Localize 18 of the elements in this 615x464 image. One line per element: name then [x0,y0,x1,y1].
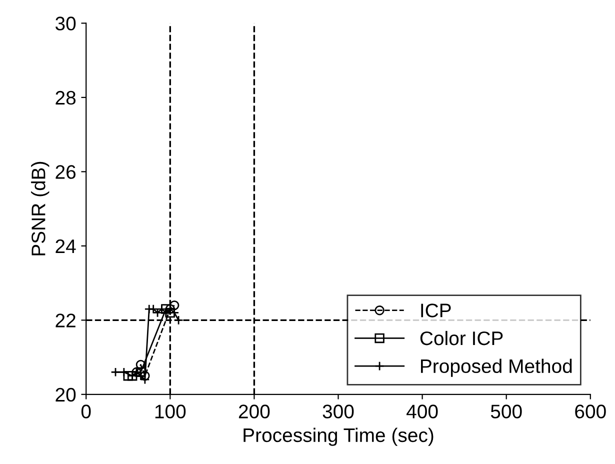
x-tick-label: 500 [490,404,522,418]
x-tick-label: 600 [575,404,606,418]
x-axis-title: Processing Time (sec) [244,428,434,446]
x-tick-label: 300 [322,404,354,418]
y-tick-label: 24 [56,239,76,253]
y-tick-label: 22 [56,314,76,328]
legend-label: ICP [421,304,451,318]
legend-label: Proposed Method [421,358,572,377]
x-tick-label: 400 [406,404,438,418]
y-tick-label: 30 [55,16,76,30]
x-tick-label: 100 [155,404,186,418]
x-tick-label: 200 [238,404,270,418]
x-tick-label: 0 [81,404,91,418]
y-tick-label: 28 [56,90,76,105]
y-tick-label: 26 [56,165,76,179]
y-tick-label: 20 [56,388,76,402]
legend-label: Color ICP [420,330,503,346]
y-axis-title: PSNR (dB) [31,162,50,256]
